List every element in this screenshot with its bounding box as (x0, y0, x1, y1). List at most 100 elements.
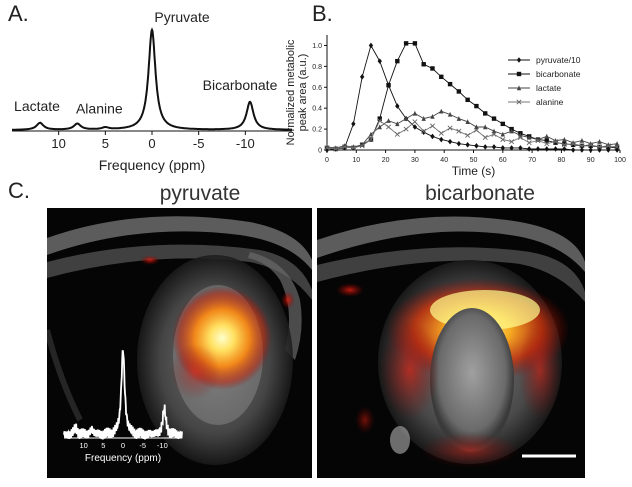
data-point-3-17 (473, 127, 479, 133)
legend-label-1: bicarbonate (536, 69, 581, 79)
data-point-2-25 (544, 133, 549, 139)
data-point-2-16 (465, 119, 470, 124)
data-point-0-19 (491, 144, 497, 150)
x-axis-title: Frequency (ppm) (99, 157, 206, 173)
data-point-3-23 (526, 140, 532, 146)
x-tick-label-8: 80 (558, 157, 566, 164)
data-point-3-7 (386, 124, 392, 130)
data-point-0-29 (579, 147, 585, 153)
x-tick-label-5: 50 (470, 157, 478, 164)
data-point-1-7 (386, 82, 391, 88)
data-point-3-0 (324, 145, 330, 151)
panel-label-a: A. (8, 1, 29, 26)
data-point-2-9 (403, 116, 409, 121)
data-point-0-12 (430, 133, 435, 140)
data-point-0-17 (474, 143, 479, 149)
data-point-3-10 (412, 119, 418, 125)
data-point-3-26 (553, 139, 559, 145)
data-point-1-27 (562, 141, 567, 146)
data-point-2-12 (430, 113, 435, 119)
data-point-0-23 (526, 146, 532, 152)
data-point-0-15 (456, 140, 462, 147)
data-point-2-6 (377, 124, 382, 130)
data-point-1-12 (430, 66, 435, 71)
data-point-0-30 (588, 147, 593, 153)
inset-x-axis-title: Frequency (ppm) (85, 453, 161, 464)
x-tick-label-3: -5 (193, 136, 205, 151)
data-point-2-19 (491, 128, 497, 134)
data-point-3-20 (500, 137, 506, 143)
legend-marker-0 (516, 57, 522, 63)
data-point-3-16 (465, 132, 471, 138)
y-tick-label-5: 1.0 (312, 43, 322, 50)
spectrum-chart-a: 10 5 0 -5 -10 Frequency (ppm) Lactate Alanine Py… (12, 9, 292, 173)
inset-tick-label-2: 0 (121, 441, 125, 450)
data-point-0-27 (562, 146, 567, 152)
data-point-2-8 (395, 121, 400, 127)
panel-label-b: B. (312, 1, 333, 26)
data-point-3-8 (394, 131, 400, 137)
data-point-2-21 (509, 128, 514, 134)
data-point-2-14 (447, 111, 453, 117)
legend-label-0: pyruvate/10 (536, 55, 581, 65)
data-point-3-33 (614, 144, 620, 150)
data-point-2-7 (386, 118, 391, 123)
data-point-0-6 (377, 58, 382, 64)
inset-tick-label-0: 10 (79, 441, 87, 450)
legend-label-3: alanine (536, 97, 564, 107)
data-point-2-33 (614, 141, 620, 146)
data-point-3-14 (447, 125, 453, 131)
x-tick-label-1: 10 (352, 157, 360, 164)
data-point-0-20 (500, 145, 505, 151)
data-point-0-18 (483, 144, 488, 150)
inset-tick-label-3: -5 (139, 441, 146, 450)
inset-spectrum: 10 5 0 -5 -10 Frequency (ppm) (63, 350, 183, 464)
legend-marker-2 (516, 85, 522, 91)
data-point-1-17 (474, 103, 479, 109)
data-point-1-20 (500, 121, 505, 127)
data-point-3-21 (509, 139, 515, 145)
peak-label-alanine: Alanine (76, 101, 123, 117)
data-point-3-19 (491, 131, 497, 137)
peak-label-pyruvate: Pyruvate (154, 9, 209, 25)
data-point-1-18 (483, 111, 488, 116)
data-point-1-11 (421, 62, 426, 67)
data-point-3-15 (456, 128, 462, 134)
inset-tick-label-4: -10 (157, 441, 168, 450)
data-point-3-5 (368, 137, 374, 143)
data-point-0-22 (518, 145, 523, 151)
data-point-2-10 (412, 110, 418, 116)
data-point-2-23 (526, 134, 532, 140)
data-point-0-13 (439, 136, 444, 143)
data-point-2-5 (368, 131, 374, 137)
data-point-3-32 (605, 143, 611, 149)
x-tick-label-10: 100 (614, 157, 626, 164)
legend-label-2: lactate (536, 83, 561, 93)
data-point-3-12 (429, 123, 435, 129)
data-point-1-15 (456, 89, 462, 94)
data-point-2-31 (597, 139, 602, 144)
data-point-0-14 (447, 138, 453, 145)
legend-marker-1 (516, 71, 522, 77)
data-point-1-14 (447, 81, 453, 87)
x-tick-label-2: 20 (382, 157, 390, 164)
data-point-0-25 (544, 146, 549, 152)
data-point-0-11 (421, 129, 426, 136)
data-point-1-33 (614, 145, 620, 151)
y-tick-label-1: 0.2 (312, 127, 322, 134)
data-point-1-13 (439, 74, 444, 80)
data-point-3-18 (482, 134, 488, 140)
data-point-2-17 (474, 124, 479, 130)
data-point-2-15 (456, 116, 462, 121)
y-tick-label-2: 0.4 (312, 106, 322, 113)
data-point-3-6 (377, 118, 383, 124)
data-point-1-10 (412, 41, 418, 46)
x-tick-label-2: 0 (148, 136, 155, 151)
x-tick-label-0: 10 (51, 136, 65, 151)
data-point-3-25 (544, 141, 550, 147)
x-tick-label-9: 90 (587, 157, 595, 164)
x-tick-label-4: -10 (236, 136, 255, 151)
data-point-3-11 (421, 128, 427, 134)
series-line-3 (326, 120, 618, 150)
